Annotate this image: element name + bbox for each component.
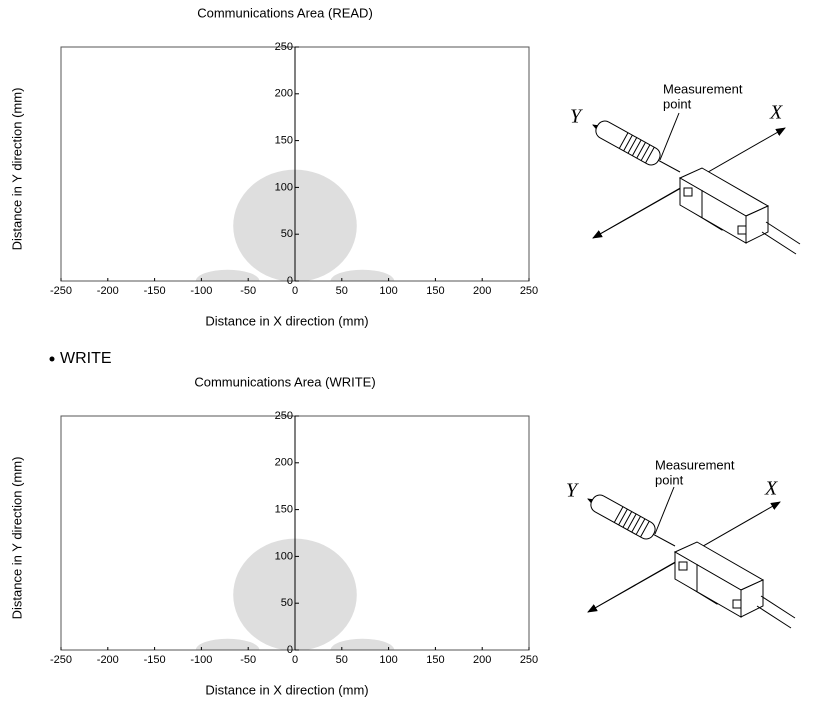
x-tick-label: 50 [336, 654, 348, 666]
y-tick-label: 200 [275, 457, 293, 469]
x-tick-label: -250 [50, 285, 72, 297]
indicator [732, 599, 742, 609]
diagram-label: Measurement [663, 81, 743, 96]
x-tick-label: 0 [292, 285, 298, 297]
cable [761, 221, 801, 255]
y-tick-label: 150 [275, 135, 293, 147]
y-tick-label: 250 [275, 410, 293, 422]
x-tick-label: 100 [379, 654, 397, 666]
charts: Communications Area (READ) 0 50 100 150 200 25… [9, 5, 538, 697]
x-axis-label: Distance in X direction (mm) [205, 682, 368, 697]
x-tick-label: -100 [190, 285, 212, 297]
x-tick-label: 150 [426, 654, 444, 666]
y-tick-label: 150 [275, 504, 293, 516]
axis-letter: Y [566, 480, 579, 502]
sensor-head [590, 494, 656, 540]
y-tick-label: 0 [287, 644, 293, 656]
x-tick-label: 150 [426, 285, 444, 297]
diagram [587, 486, 796, 629]
leader-line [654, 486, 675, 535]
chart: Communications Area (READ) 0 50 100 150 200 25… [9, 5, 538, 328]
x-tick-label: -200 [97, 654, 119, 666]
y-tick-label: 50 [281, 228, 293, 240]
area-region [195, 638, 260, 650]
chart: Communications Area (WRITE) 0 50 100 150 200 2… [9, 374, 538, 697]
y-tick-label: 0 [287, 275, 293, 287]
y-tick-label: 250 [275, 41, 293, 53]
diagram-label: point [655, 472, 684, 487]
y-tick-label: 100 [275, 181, 293, 193]
indicator [678, 561, 688, 571]
x-tick-label: 50 [336, 285, 348, 297]
sensor-head [595, 120, 661, 166]
cable [756, 595, 796, 629]
y-tick-label: 200 [275, 88, 293, 100]
section-heading: WRITE [60, 350, 112, 367]
diagram-label: point [663, 96, 692, 111]
x-tick-label: 250 [520, 285, 538, 297]
chart-title: Communications Area (READ) [197, 5, 373, 20]
x-tick-label: 0 [292, 654, 298, 666]
y-tick-label: 100 [275, 550, 293, 562]
y-tick-label: 50 [281, 597, 293, 609]
x-tick-label: -100 [190, 654, 212, 666]
diagram [592, 112, 801, 255]
x-tick-label: 250 [520, 654, 538, 666]
area-region [330, 638, 395, 650]
bullet [49, 356, 55, 362]
leader-line [659, 112, 680, 161]
x-tick-label: -250 [50, 654, 72, 666]
chart-title: Communications Area (WRITE) [194, 374, 375, 389]
x-tick-label: 100 [379, 285, 397, 297]
area-region [330, 269, 395, 281]
x-axis-arrow [592, 182, 691, 239]
x-tick-label: -50 [240, 654, 256, 666]
axis-letter: X [769, 102, 783, 124]
axis-letter: Y [570, 106, 583, 128]
y-axis-label: Distance in Y direction (mm) [9, 457, 24, 620]
x-tick-label: 200 [473, 285, 491, 297]
x-tick-label: -150 [144, 654, 166, 666]
x-axis-label: Distance in X direction (mm) [205, 313, 368, 328]
axis-letter: X [764, 478, 778, 500]
x-axis-arrow [587, 556, 686, 613]
x-tick-label: -200 [97, 285, 119, 297]
x-tick-label: 200 [473, 654, 491, 666]
area-region [195, 269, 260, 281]
indicator [737, 225, 747, 235]
indicator [683, 187, 693, 197]
x-tick-label: -50 [240, 285, 256, 297]
diagram-label: Measurement [655, 457, 735, 472]
x-tick-label: -150 [144, 285, 166, 297]
y-axis-label: Distance in Y direction (mm) [9, 88, 24, 251]
